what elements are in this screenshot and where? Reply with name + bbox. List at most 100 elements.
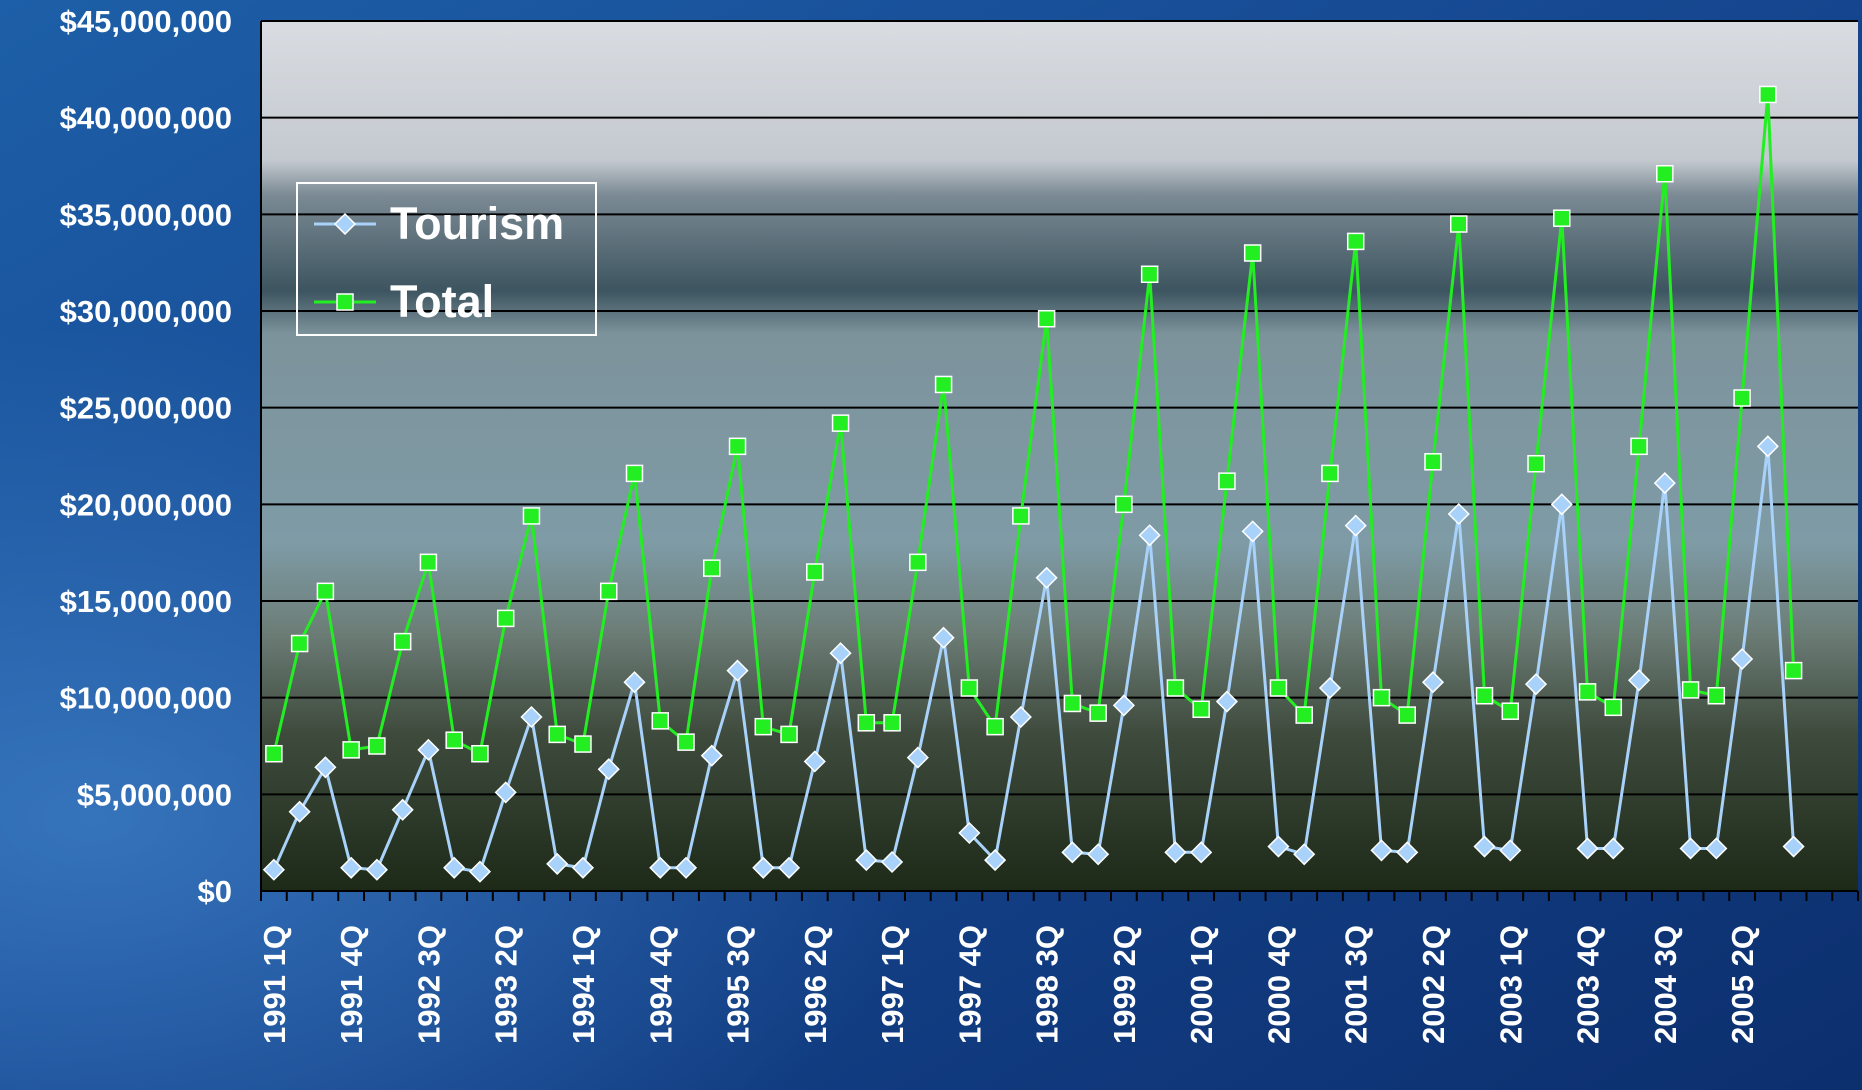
- x-tick-label: 1992 3Q: [411, 925, 446, 1044]
- marker-diamond: [1576, 837, 1599, 860]
- marker-diamond: [391, 798, 414, 821]
- marker-diamond: [597, 758, 620, 781]
- marker-diamond: [906, 746, 929, 769]
- marker-diamond: [1318, 676, 1342, 700]
- marker-diamond: [803, 750, 826, 773]
- y-tick-label: $10,000,000: [60, 681, 232, 716]
- marker-square: [599, 582, 618, 601]
- marker-diamond: [984, 849, 1007, 872]
- marker-diamond: [1396, 841, 1419, 864]
- marker-square: [1063, 694, 1082, 713]
- marker-diamond: [1087, 843, 1110, 866]
- legend-label: Tourism: [390, 198, 564, 249]
- marker-diamond: [777, 856, 801, 879]
- marker-diamond: [1241, 520, 1264, 543]
- marker-diamond: [365, 858, 388, 881]
- marker-square: [1295, 706, 1313, 724]
- marker-square: [1450, 215, 1468, 233]
- marker-square: [316, 582, 335, 601]
- marker-diamond: [1653, 472, 1676, 495]
- marker-square: [806, 563, 824, 581]
- marker-diamond: [1344, 514, 1367, 537]
- marker-diamond: [881, 850, 904, 874]
- series-line: [272, 446, 1796, 874]
- marker-diamond: [288, 800, 311, 823]
- marker-diamond: [1009, 705, 1032, 729]
- marker-square: [1475, 686, 1494, 705]
- marker-square: [857, 714, 876, 732]
- marker-square: [1037, 309, 1056, 328]
- marker-diamond: [932, 626, 955, 649]
- marker-square: [1553, 209, 1571, 227]
- marker-square: [1733, 389, 1751, 407]
- marker-square: [883, 714, 901, 732]
- x-tick-label: 2002 2Q: [1416, 925, 1451, 1044]
- y-tick-label: $35,000,000: [60, 197, 232, 232]
- marker-square: [1398, 706, 1416, 724]
- x-tick-label: 2000 4Q: [1261, 925, 1296, 1044]
- marker-square: [1140, 265, 1159, 284]
- x-tick-label: 2005 2Q: [1725, 925, 1760, 1044]
- marker-square: [934, 375, 953, 394]
- legend: Tourism Total: [296, 182, 597, 336]
- x-tick-label: 1991 1Q: [257, 925, 292, 1044]
- marker-square: [677, 733, 695, 751]
- x-tick-label: 1997 1Q: [875, 925, 910, 1044]
- marker-diamond: [1524, 673, 1548, 696]
- y-tick-label: $15,000,000: [60, 584, 232, 619]
- grid: [260, 20, 1859, 901]
- marker-square: [471, 744, 489, 763]
- marks: [262, 85, 1805, 883]
- x-tick-label: 1995 3Q: [721, 925, 756, 1044]
- marker-diamond: [623, 671, 646, 694]
- marker-square: [1012, 507, 1030, 525]
- marker-diamond: [546, 852, 569, 875]
- marker-square: [336, 293, 354, 311]
- marker-square: [1115, 495, 1133, 514]
- marker-diamond: [340, 856, 363, 879]
- marker-diamond: [1627, 669, 1651, 692]
- marker-diamond: [1550, 493, 1573, 516]
- marker-square: [1784, 661, 1803, 680]
- marker-square: [496, 609, 515, 628]
- marker-diamond: [1447, 502, 1470, 526]
- marker-diamond: [958, 821, 981, 845]
- marker-diamond: [520, 705, 543, 729]
- x-tick-label: 1996 2Q: [798, 925, 833, 1044]
- y-tick-label: $40,000,000: [60, 101, 232, 136]
- marker-diamond: [674, 856, 698, 879]
- marker-diamond: [1112, 694, 1135, 717]
- marker-diamond: [443, 856, 466, 879]
- marker-square: [1346, 232, 1365, 251]
- marker-square: [574, 735, 592, 753]
- marker-square: [290, 634, 309, 653]
- marker-square: [728, 437, 747, 456]
- marker-diamond: [1499, 839, 1522, 862]
- marker-diamond: [726, 659, 749, 682]
- y-tick-label: $25,000,000: [60, 391, 232, 426]
- marker-diamond: [1293, 843, 1316, 866]
- marker-square: [986, 717, 1004, 736]
- legend-label: Total: [390, 276, 494, 327]
- marker-diamond: [333, 212, 357, 236]
- marker-square: [1759, 85, 1777, 104]
- marker-diamond: [1756, 435, 1779, 458]
- series-line: [272, 94, 1796, 756]
- x-tick-label: 2004 3Q: [1648, 925, 1683, 1044]
- marker-square: [1321, 464, 1339, 483]
- x-tick-label: 1993 2Q: [489, 925, 524, 1044]
- marker-diamond: [1782, 835, 1805, 858]
- marker-diamond: [262, 858, 285, 881]
- marker-diamond: [649, 856, 672, 879]
- marker-square: [1243, 244, 1262, 262]
- marker-diamond: [1267, 835, 1290, 858]
- marker-diamond: [1190, 841, 1213, 864]
- x-tick-label: 1994 1Q: [566, 925, 601, 1044]
- marker-square: [703, 559, 721, 577]
- x-tick-label: 1997 4Q: [952, 925, 987, 1044]
- marker-square: [1501, 702, 1520, 720]
- x-tick-label: 2000 1Q: [1184, 925, 1219, 1044]
- marker-square: [1192, 700, 1210, 719]
